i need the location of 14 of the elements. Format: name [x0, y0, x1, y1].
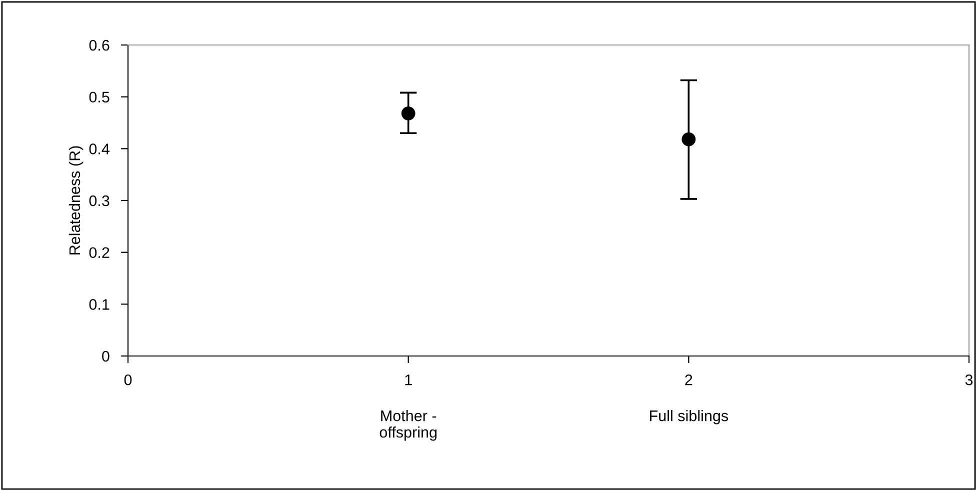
x-tick-label: 1 [405, 374, 412, 386]
y-tick-label: 0.2 [89, 247, 110, 258]
x-tick-label: 3 [965, 374, 973, 386]
text: Mother - offspring [380, 410, 437, 441]
y-tick-label: 0.1 [89, 299, 110, 310]
x-tick-label: 0 [124, 374, 132, 386]
y-tick-label: 0.5 [89, 92, 110, 103]
y-tick-label: 0.3 [89, 195, 110, 206]
y-tick-label: 0.4 [89, 144, 110, 154]
y-axis-title: Relatedness (R) [68, 146, 84, 254]
text: Full siblings [650, 410, 728, 424]
y-tick-label: 0 [102, 350, 110, 362]
y-tick-label: 0.6 [89, 40, 110, 51]
x-tick-label: 2 [685, 374, 692, 386]
